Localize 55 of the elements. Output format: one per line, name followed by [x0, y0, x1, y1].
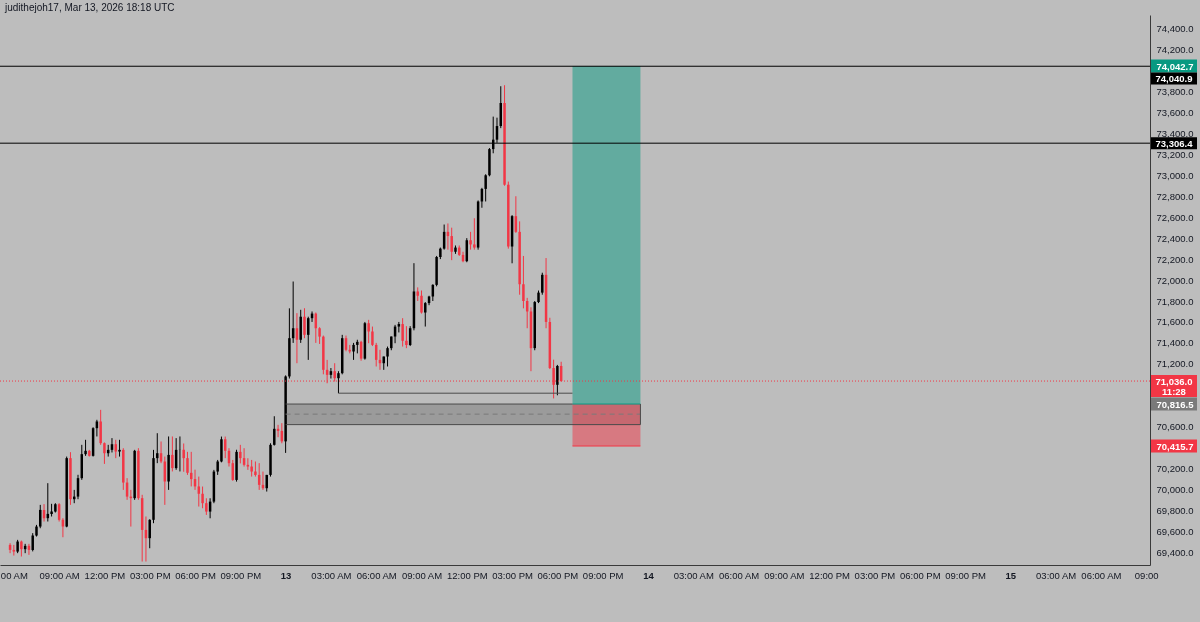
y-tick-label: 70,000.0 — [1156, 484, 1194, 496]
x-tick-label: 09:00 PM — [582, 569, 624, 581]
y-tick-label: 73,400.0 — [1156, 127, 1194, 139]
x-tick-label: 06:00 PM — [175, 569, 216, 581]
x-tick-label: 06:00 PM — [537, 569, 579, 581]
y-tick-label: 72,600.0 — [1156, 211, 1194, 223]
x-tick-label: 09:00 PM — [220, 569, 262, 581]
x-tick-label: 09:00 AM — [39, 569, 80, 581]
x-tick-label: 06:00 AM — [356, 569, 397, 581]
y-tick-label: 70,600.0 — [1156, 421, 1194, 433]
x-tick-label: 12:00 PM — [84, 569, 126, 581]
ref-line-label: 71,036.0 11:28 — [1155, 375, 1193, 397]
y-tick-label: 70,200.0 — [1156, 463, 1194, 475]
y-tick-label: 74,400.0 — [1156, 23, 1194, 35]
chart-title: judithejoh17, Mar 13, 2026 18:18 UTC — [4, 2, 175, 13]
x-tick-label: 03:00 AM — [673, 569, 714, 581]
y-tick-label: 74,200.0 — [1156, 44, 1194, 56]
y-tick-label: 73,600.0 — [1156, 106, 1194, 118]
y-tick-label: 70,415.7 — [1156, 440, 1194, 452]
y-tick-label: 69,600.0 — [1156, 525, 1194, 537]
x-tick-label: 03:00 PM — [129, 569, 171, 581]
x-tick-label: 06:00 PM — [899, 569, 941, 581]
x-tick-label: 13 — [280, 569, 292, 581]
y-tick-label: 70,816.5 — [1156, 398, 1195, 410]
y-tick-label: 73,000.0 — [1156, 169, 1194, 181]
x-tick-label: 15 — [1005, 569, 1017, 581]
y-tick-label: 69,400.0 — [1156, 546, 1194, 558]
x-tick-label: 06:00 AM — [1081, 569, 1122, 581]
y-tick-label: 72,800.0 — [1156, 190, 1194, 202]
y-tick-label: 73,800.0 — [1156, 85, 1194, 97]
x-tick-label: 00 AM — [0, 569, 28, 581]
ref-line-label: 74,040.9 — [1155, 73, 1193, 85]
x-tick-label: 03:00 AM — [311, 569, 352, 581]
y-tick-label: 74,042.7 — [1156, 60, 1194, 72]
x-tick-label: 12:00 PM — [446, 569, 488, 581]
y-tick-label: 73,200.0 — [1156, 148, 1194, 160]
x-tick-label: 14 — [643, 569, 655, 581]
y-tick-label: 71,600.0 — [1156, 316, 1194, 328]
y-tick-label: 71,800.0 — [1156, 295, 1194, 307]
x-tick-label: 09:00 — [1134, 569, 1159, 581]
ref-line-label: 73,306.4 — [1155, 137, 1194, 149]
x-tick-label: 12:00 PM — [809, 569, 851, 581]
x-tick-label: 09:00 PM — [945, 569, 986, 581]
y-tick-label: 72,000.0 — [1156, 274, 1194, 286]
y-tick-label: 71,200.0 — [1156, 358, 1194, 370]
y-tick-label: 72,400.0 — [1156, 232, 1194, 244]
x-tick-label: 06:00 AM — [719, 569, 760, 581]
x-tick-label: 03:00 PM — [492, 569, 533, 581]
y-tick-label: 72,200.0 — [1156, 253, 1194, 265]
x-tick-label: 03:00 PM — [854, 569, 896, 581]
x-tick-label: 03:00 AM — [1036, 569, 1077, 581]
x-tick-label: 09:00 AM — [764, 569, 805, 581]
y-tick-label: 69,800.0 — [1156, 505, 1194, 517]
y-tick-label: 71,400.0 — [1156, 337, 1194, 349]
x-tick-label: 09:00 AM — [401, 569, 443, 581]
